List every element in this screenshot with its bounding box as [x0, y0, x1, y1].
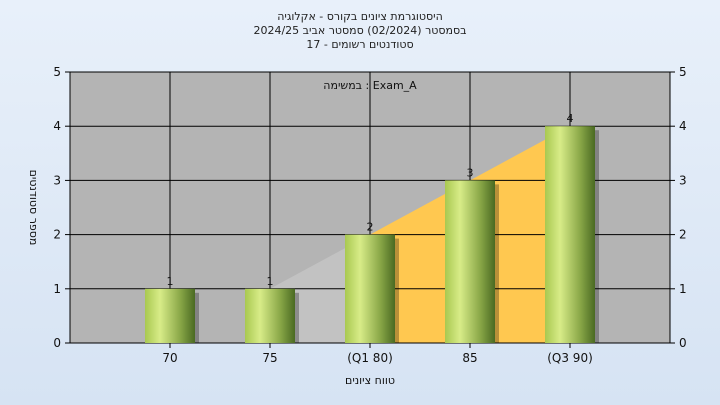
bar-layer [145, 126, 599, 343]
bar-value-label: 1 [267, 275, 274, 288]
x-tick-label: (Q3 90) [547, 351, 593, 365]
y-axis-title: מספר סטודנטים [27, 170, 40, 246]
x-tick-label: 75 [262, 351, 277, 365]
x-tick-label: 70 [162, 351, 177, 365]
x-axis-title: טווח ציונים [345, 374, 395, 387]
bar-75 [245, 288, 295, 343]
y-tick-label-left: 2 [53, 228, 61, 242]
bar-(Q3 90) [545, 126, 595, 343]
y-tick-label-right: 0 [679, 336, 687, 350]
y-tick-label-left: 0 [53, 336, 61, 350]
y-tick-label-left: 3 [53, 173, 61, 187]
x-tick-label: (Q1 80) [347, 351, 393, 365]
y-tick-label-left: 4 [53, 119, 61, 133]
label-layer: 1 70 1 75 2 (Q1 80) 3 85 4 (Q3 90) [162, 112, 592, 365]
chart-subtitle-semester: בסמסטר (02/2024) סמסטר אביב 2024/25 [253, 24, 467, 37]
y-tick-label-right: 4 [679, 119, 687, 133]
y-tick-label-right: 5 [679, 65, 687, 79]
bar-value-label: 2 [367, 221, 374, 234]
chart-title: היסטוגרמת ציונים בקורס - אקלוגיה [277, 10, 443, 23]
bar-(Q1 80) [345, 234, 395, 343]
x-tick-label: 85 [462, 351, 477, 365]
chart-annotation: במשימה : Exam_A [323, 79, 417, 92]
y-tick-label-right: 2 [679, 228, 687, 242]
bar-70 [145, 288, 195, 343]
y-tick-label-left: 1 [53, 282, 61, 296]
bar-value-label: 4 [567, 112, 574, 125]
y-tick-label-right: 1 [679, 282, 687, 296]
bar-value-label: 3 [467, 166, 474, 179]
bar-value-label: 1 [167, 275, 174, 288]
y-tick-label-right: 3 [679, 173, 687, 187]
bar-85 [445, 180, 495, 343]
y-tick-label-left: 5 [53, 65, 61, 79]
chart-subtitle-students: סטודנטים רשומים - 17 [306, 38, 414, 51]
